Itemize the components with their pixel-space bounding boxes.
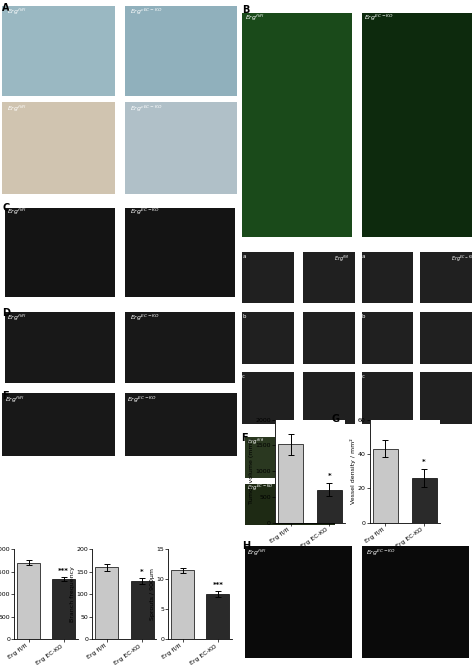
FancyBboxPatch shape — [420, 372, 472, 424]
FancyBboxPatch shape — [420, 252, 472, 303]
Bar — [207, 594, 229, 639]
Text: *: * — [328, 473, 331, 479]
Text: $Erg^{EC-KO}$: $Erg^{EC-KO}$ — [129, 312, 160, 323]
FancyBboxPatch shape — [362, 252, 413, 303]
FancyBboxPatch shape — [362, 13, 472, 236]
FancyBboxPatch shape — [362, 546, 469, 658]
FancyBboxPatch shape — [303, 312, 355, 364]
Text: *: * — [422, 460, 426, 466]
Text: $Erg^{EC-KO}$: $Erg^{EC-KO}$ — [247, 482, 273, 493]
FancyBboxPatch shape — [5, 208, 115, 296]
Text: b: b — [362, 314, 365, 319]
FancyBboxPatch shape — [5, 312, 115, 384]
Bar — [411, 478, 437, 523]
Bar — [95, 567, 118, 639]
Text: $Erg^{EC-KO}$: $Erg^{EC-KO}$ — [366, 547, 396, 557]
Bar — [53, 579, 75, 639]
Y-axis label: Tumor volume (mm³): Tumor volume (mm³) — [248, 438, 254, 504]
Text: B: B — [242, 5, 249, 15]
Text: $Erg^{fl/fl}$: $Erg^{fl/fl}$ — [245, 13, 264, 23]
Text: c: c — [362, 374, 365, 380]
Text: ***: *** — [58, 568, 69, 574]
FancyBboxPatch shape — [362, 372, 413, 424]
Text: C: C — [2, 203, 9, 213]
FancyBboxPatch shape — [245, 436, 335, 478]
Text: $Erg^{fl/fl}$: $Erg^{fl/fl}$ — [7, 104, 27, 114]
Bar — [131, 581, 154, 639]
Text: $Erg^{fl/fl}$: $Erg^{fl/fl}$ — [7, 207, 27, 218]
Text: $Erg^{EC-KO}$: $Erg^{EC-KO}$ — [364, 13, 394, 23]
FancyBboxPatch shape — [242, 312, 294, 364]
FancyBboxPatch shape — [125, 208, 235, 296]
Text: *: * — [140, 569, 144, 575]
Text: $Erg^{EC-KO}$: $Erg^{EC-KO}$ — [127, 395, 157, 405]
FancyBboxPatch shape — [2, 394, 115, 456]
FancyBboxPatch shape — [242, 13, 352, 236]
Text: $Erg^{fl/fl}$: $Erg^{fl/fl}$ — [5, 395, 25, 405]
Text: $Erg^{fl/fl}$: $Erg^{fl/fl}$ — [247, 547, 266, 557]
FancyBboxPatch shape — [303, 252, 355, 303]
Text: $Erg^{cEC-KO}$: $Erg^{cEC-KO}$ — [129, 7, 162, 17]
FancyBboxPatch shape — [242, 372, 294, 424]
Text: $Erg^{fl/fl}$: $Erg^{fl/fl}$ — [7, 312, 27, 323]
Text: H: H — [242, 541, 250, 551]
Text: $Erg^{fl/fl}$: $Erg^{fl/fl}$ — [247, 437, 264, 448]
FancyBboxPatch shape — [245, 484, 335, 525]
Text: E: E — [2, 391, 9, 401]
FancyBboxPatch shape — [420, 312, 472, 364]
FancyBboxPatch shape — [303, 372, 355, 424]
FancyBboxPatch shape — [125, 394, 237, 456]
Y-axis label: Vessel density / mm²: Vessel density / mm² — [350, 438, 356, 504]
FancyBboxPatch shape — [125, 6, 237, 96]
Text: $Erg^{fl/fl}$: $Erg^{fl/fl}$ — [334, 254, 349, 264]
FancyBboxPatch shape — [2, 102, 115, 194]
Y-axis label: Sprouts / 900μm: Sprouts / 900μm — [150, 568, 155, 621]
Text: ***: *** — [212, 582, 223, 588]
Text: G: G — [331, 414, 339, 424]
Text: a: a — [242, 254, 246, 259]
Text: $Erg^{fl/fl}$: $Erg^{fl/fl}$ — [7, 7, 27, 17]
Text: $Erg^{EC-KO}$: $Erg^{EC-KO}$ — [451, 254, 474, 264]
FancyBboxPatch shape — [245, 546, 352, 658]
FancyBboxPatch shape — [2, 6, 115, 96]
FancyBboxPatch shape — [242, 252, 294, 303]
Text: D: D — [2, 308, 10, 318]
FancyBboxPatch shape — [125, 102, 237, 194]
Bar — [171, 570, 194, 639]
Text: A: A — [2, 3, 10, 13]
Text: b: b — [242, 314, 246, 319]
Y-axis label: Branch frequency: Branch frequency — [70, 567, 75, 622]
FancyBboxPatch shape — [125, 312, 235, 384]
Bar — [373, 449, 398, 523]
Text: $Erg^{cEC-KO}$: $Erg^{cEC-KO}$ — [129, 104, 162, 114]
Bar — [317, 490, 342, 523]
Bar — [17, 563, 40, 639]
Text: a: a — [362, 254, 365, 259]
Text: $Erg^{EC-KO}$: $Erg^{EC-KO}$ — [129, 207, 160, 218]
Text: c: c — [242, 374, 245, 380]
Bar — [278, 444, 303, 523]
Text: F: F — [241, 434, 247, 444]
FancyBboxPatch shape — [362, 312, 413, 364]
